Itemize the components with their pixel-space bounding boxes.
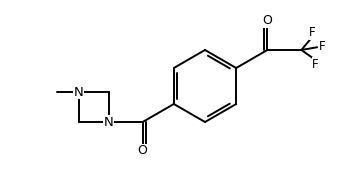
Text: N: N [74, 85, 84, 98]
Text: F: F [309, 26, 316, 39]
Text: O: O [262, 15, 272, 27]
Text: O: O [138, 144, 147, 158]
Text: N: N [104, 116, 114, 129]
Text: F: F [319, 40, 326, 53]
Text: F: F [312, 58, 319, 71]
